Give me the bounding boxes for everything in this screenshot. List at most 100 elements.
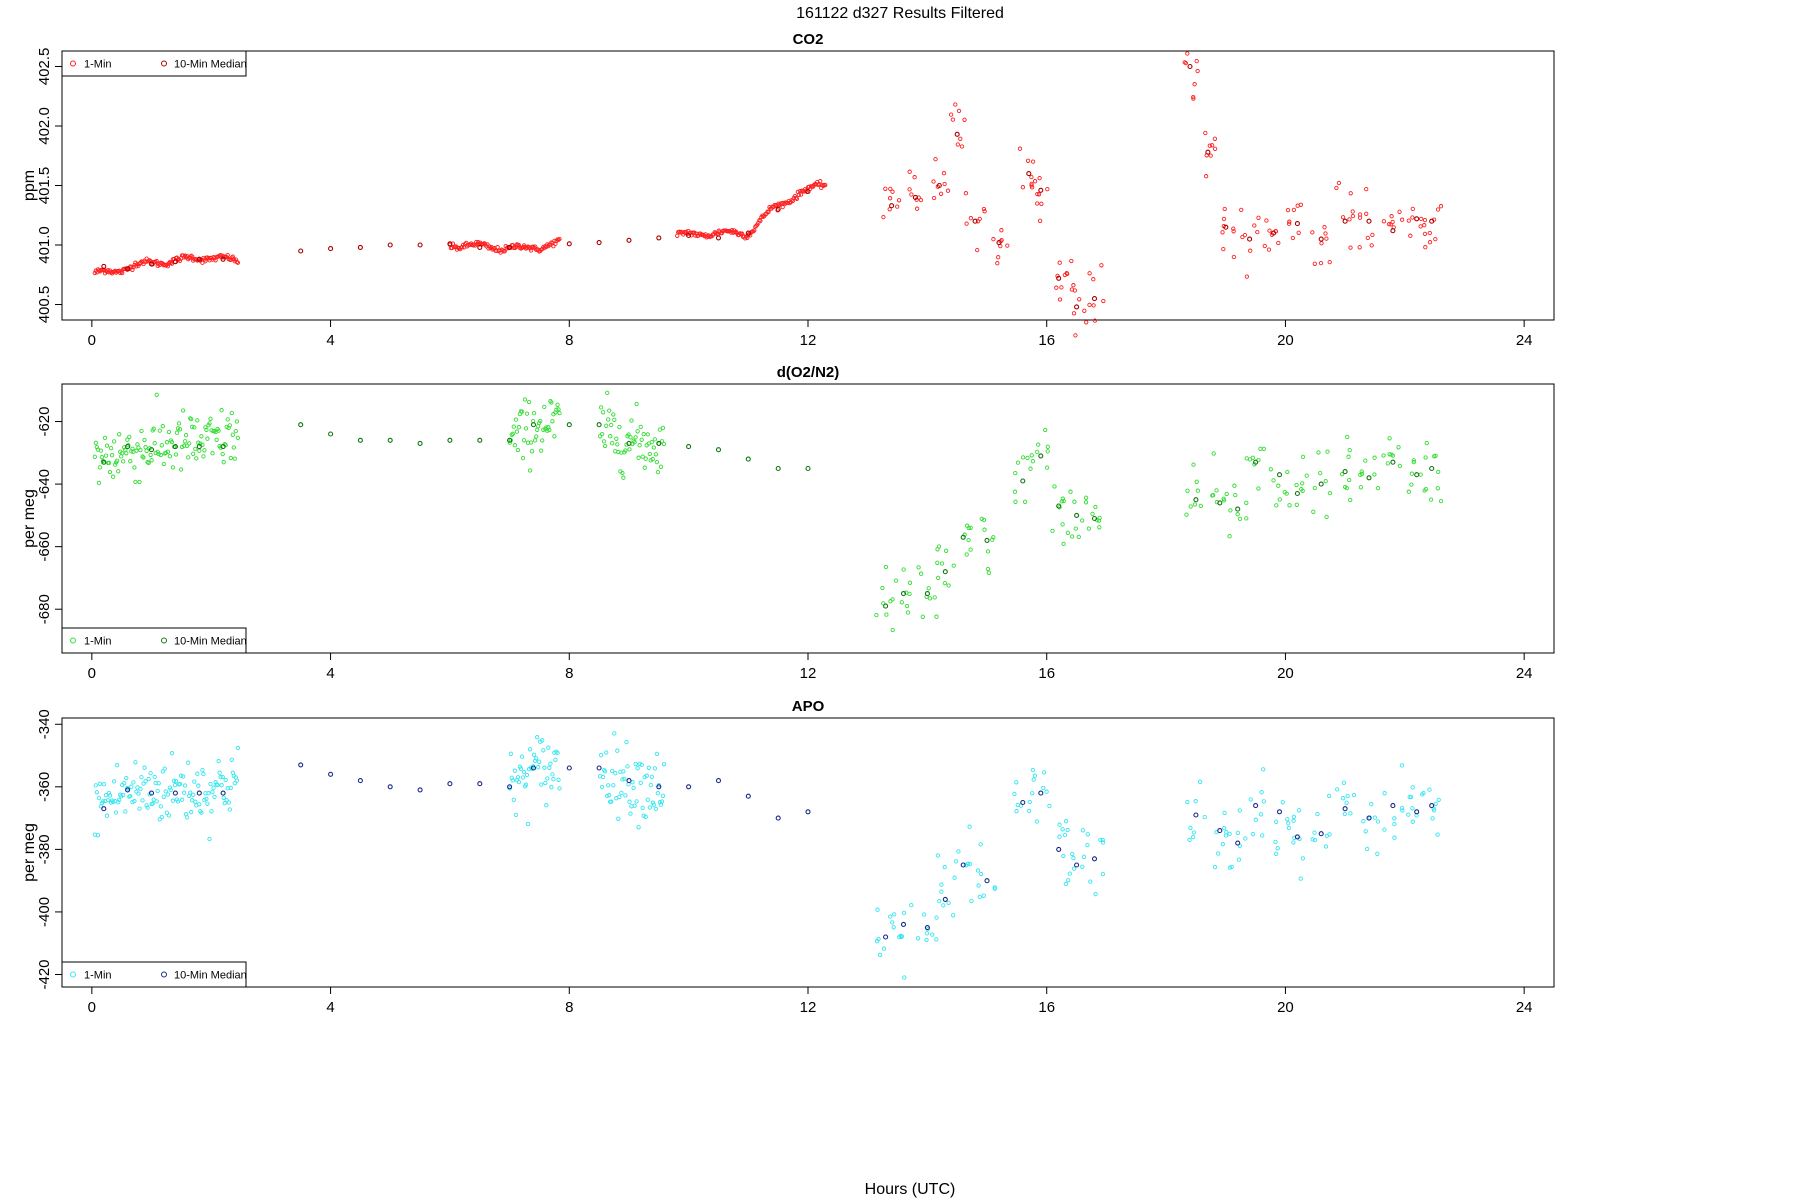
one-min-point bbox=[556, 237, 561, 243]
one-min-point bbox=[1287, 503, 1292, 508]
panel-2: APO per meg 0 4 8 12 16 20 24 -420 -400 -380 -360 -34… bbox=[21, 698, 1555, 1016]
median-point bbox=[984, 878, 990, 884]
one-min-point bbox=[158, 804, 163, 809]
median-point bbox=[1366, 475, 1372, 481]
one-min-point bbox=[1086, 526, 1092, 531]
median-point bbox=[900, 591, 907, 597]
one-min-point bbox=[1057, 260, 1062, 265]
one-min-point bbox=[103, 453, 109, 458]
one-min-point bbox=[611, 412, 616, 417]
one-min-point bbox=[780, 204, 785, 210]
one-min-point bbox=[675, 233, 680, 238]
one-min-point bbox=[204, 427, 209, 433]
one-min-point bbox=[657, 800, 663, 805]
one-min-point bbox=[1029, 174, 1034, 180]
one-min-point bbox=[542, 765, 547, 770]
one-min-point bbox=[1224, 491, 1229, 497]
one-min-point bbox=[1410, 819, 1415, 824]
x-tick-label: 4 bbox=[326, 665, 334, 682]
one-min-point bbox=[140, 798, 145, 803]
one-min-point bbox=[890, 920, 895, 925]
one-min-point bbox=[1071, 311, 1077, 316]
one-min-point bbox=[544, 803, 549, 808]
one-min-point bbox=[184, 815, 190, 820]
one-min-point bbox=[213, 780, 218, 785]
one-min-point bbox=[611, 783, 616, 788]
one-min-point bbox=[1323, 844, 1329, 849]
one-min-point bbox=[97, 781, 103, 786]
x-tick-label: 4 bbox=[326, 999, 334, 1016]
one-min-point bbox=[1209, 143, 1215, 148]
median-point bbox=[596, 422, 602, 428]
one-min-point bbox=[612, 731, 617, 736]
one-min-point bbox=[1203, 174, 1209, 179]
one-min-point bbox=[1059, 285, 1064, 290]
one-min-point bbox=[1012, 791, 1017, 797]
one-min-point bbox=[1433, 801, 1438, 806]
one-min-point bbox=[1044, 465, 1050, 470]
one-min-point bbox=[203, 425, 208, 430]
one-min-point bbox=[1255, 229, 1260, 235]
one-min-point bbox=[163, 450, 168, 455]
one-min-point bbox=[1250, 832, 1256, 837]
one-min-point bbox=[1060, 522, 1065, 527]
one-min-point bbox=[555, 750, 560, 756]
one-min-point bbox=[1397, 209, 1402, 214]
one-min-point bbox=[121, 459, 126, 464]
x-tick-label: 16 bbox=[1038, 332, 1055, 349]
one-min-point bbox=[1070, 851, 1075, 857]
one-min-point bbox=[211, 785, 216, 790]
one-min-point bbox=[635, 429, 640, 434]
one-min-point bbox=[192, 425, 197, 430]
one-min-point bbox=[556, 407, 561, 412]
one-min-point bbox=[1277, 497, 1282, 502]
one-min-point bbox=[1235, 512, 1240, 517]
one-min-point bbox=[162, 766, 167, 771]
one-min-point bbox=[231, 445, 236, 450]
one-min-point bbox=[610, 441, 615, 446]
one-min-point bbox=[1063, 819, 1069, 824]
one-min-point bbox=[554, 407, 559, 412]
one-min-point bbox=[643, 814, 648, 819]
median-point bbox=[172, 444, 178, 450]
one-min-point bbox=[991, 535, 996, 540]
one-min-point bbox=[1427, 240, 1433, 245]
one-min-point bbox=[165, 792, 171, 797]
one-min-point bbox=[234, 419, 240, 424]
one-min-point bbox=[794, 196, 800, 201]
one-min-point bbox=[230, 432, 235, 437]
one-min-point bbox=[1324, 514, 1329, 520]
one-min-point bbox=[1273, 839, 1278, 845]
one-min-point bbox=[1244, 274, 1250, 279]
one-min-point bbox=[1370, 232, 1375, 238]
one-min-point bbox=[1044, 789, 1049, 794]
one-min-point bbox=[1427, 787, 1432, 792]
one-min-point bbox=[1029, 183, 1034, 188]
one-min-point bbox=[1083, 495, 1089, 500]
median-point bbox=[357, 778, 363, 784]
y-tick-label: -640 bbox=[36, 469, 53, 499]
one-min-point bbox=[918, 571, 924, 576]
median-point bbox=[954, 131, 960, 137]
median-point bbox=[686, 784, 692, 790]
y-tick-label: -660 bbox=[36, 532, 53, 562]
one-min-point bbox=[524, 411, 530, 416]
one-min-point bbox=[1221, 246, 1226, 252]
one-min-point bbox=[519, 409, 525, 414]
one-min-point bbox=[122, 781, 127, 786]
one-min-point bbox=[155, 788, 160, 794]
one-min-point bbox=[991, 237, 996, 242]
one-min-point bbox=[926, 586, 931, 591]
one-min-point bbox=[640, 805, 645, 810]
one-min-point bbox=[1312, 485, 1317, 491]
one-min-point bbox=[134, 789, 139, 794]
one-min-point bbox=[1418, 224, 1423, 229]
one-min-point bbox=[1080, 828, 1085, 833]
one-min-point bbox=[105, 267, 111, 273]
panel-1: d(O2/N2) per meg 0 4 8 12 16 20 24 -680 -660 -640 -6… bbox=[21, 364, 1555, 682]
one-min-point bbox=[170, 465, 176, 470]
one-min-point bbox=[195, 771, 200, 776]
y-axis-label: per meg bbox=[21, 823, 38, 882]
one-min-point bbox=[159, 814, 164, 820]
one-min-point bbox=[1243, 836, 1248, 841]
